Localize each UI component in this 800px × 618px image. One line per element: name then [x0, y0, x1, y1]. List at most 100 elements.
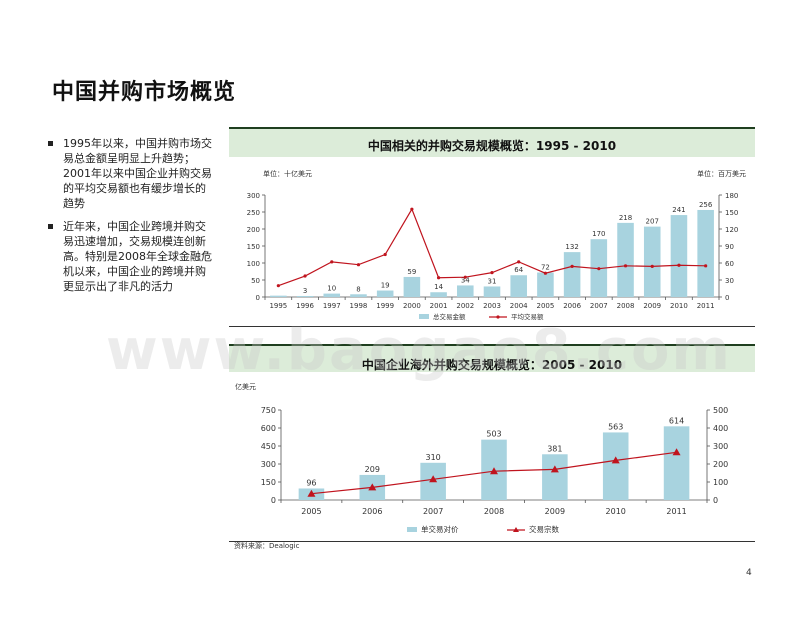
bar-value-label: 503	[486, 430, 501, 439]
x-tick-label: 2007	[423, 507, 443, 516]
line-point	[410, 207, 414, 211]
left-tick-label: 300	[247, 192, 260, 200]
legend-line-label: 交易宗数	[529, 524, 559, 534]
bar	[643, 226, 661, 297]
x-tick-label: 2001	[430, 302, 448, 310]
chart-plot-deal-volume: 0501001502002503000306090120150180199531…	[247, 192, 739, 321]
line-point	[704, 264, 708, 268]
left-tick-label: 100	[247, 260, 260, 268]
x-tick-label: 2006	[362, 507, 382, 516]
x-tick-label: 2005	[536, 302, 554, 310]
right-tick-label: 60	[725, 260, 734, 268]
chart-panel-outbound: 中国企业海外并购交易规模概览：2005 - 2010 亿美元 0 150 300 45…	[229, 342, 755, 542]
chart-title-band: 中国企业海外并购交易规模概览：2005 - 2010	[229, 346, 755, 372]
line-point	[650, 264, 654, 268]
bar	[510, 275, 527, 297]
bar	[602, 432, 629, 500]
x-tick-label: 1995	[269, 302, 287, 310]
bar	[537, 272, 554, 297]
line-point	[550, 465, 559, 473]
right-tick-label: 300	[713, 442, 728, 451]
right-tick-label: 90	[725, 243, 734, 251]
line-point	[672, 448, 681, 456]
legend-bar-swatch	[407, 527, 417, 532]
left-tick-label: 150	[247, 243, 260, 251]
bar-value-label: 34	[461, 276, 470, 284]
right-tick-label: 400	[713, 424, 728, 433]
bar	[350, 294, 367, 297]
bar	[663, 426, 690, 500]
right-tick-label: 0	[713, 496, 718, 505]
panel-top-rule	[229, 127, 755, 129]
line-point	[623, 264, 628, 268]
legend-bar-swatch	[419, 314, 429, 319]
left-axis-unit: 单位：十亿美元	[263, 170, 312, 178]
line-point	[330, 260, 334, 264]
line-point	[368, 483, 377, 491]
bar-value-label: 96	[306, 478, 316, 487]
line-point	[597, 267, 601, 271]
left-tick-label: 300	[261, 460, 276, 469]
right-tick-label: 120	[725, 226, 738, 234]
bar-value-label: 3	[303, 287, 307, 295]
bar-value-label: 59	[407, 268, 416, 276]
line-point	[276, 284, 280, 288]
page-title: 中国并购市场概览	[52, 80, 237, 105]
right-tick-label: 180	[725, 192, 738, 200]
x-tick-label: 2007	[590, 302, 608, 310]
line-point	[517, 260, 521, 264]
bar-value-label: 218	[619, 214, 632, 222]
bar	[270, 295, 287, 297]
line-point	[303, 274, 307, 278]
x-tick-label: 2000	[403, 302, 421, 310]
bar	[670, 215, 688, 297]
right-tick-label: 0	[725, 294, 729, 302]
bar	[542, 454, 568, 500]
x-tick-label: 1996	[296, 302, 314, 310]
x-tick-label: 2006	[563, 302, 581, 310]
left-tick-label: 50	[251, 277, 260, 285]
legend-bar-label: 总交易金额	[433, 312, 466, 321]
x-tick-label: 1999	[376, 302, 394, 310]
bar	[697, 209, 714, 297]
line-point	[490, 271, 494, 275]
chart-title: 中国企业海外并购交易规模概览：2005 - 2010	[361, 358, 623, 372]
bar-value-label: 256	[699, 201, 713, 209]
source-note: 资料来源：Dealogic	[234, 542, 300, 550]
bar-value-label: 10	[327, 285, 336, 293]
bar	[617, 222, 634, 297]
bar-value-label: 563	[608, 422, 623, 431]
bar-value-label: 14	[434, 283, 443, 291]
x-tick-label: 2003	[483, 302, 501, 310]
panel-bottom-rule	[229, 541, 755, 542]
line-point	[463, 275, 467, 279]
left-tick-label: 0	[256, 294, 260, 302]
right-tick-label: 150	[725, 209, 738, 217]
bar-value-label: 8	[356, 285, 360, 293]
x-tick-label: 2011	[697, 302, 715, 310]
x-tick-label: 2008	[484, 507, 504, 516]
x-tick-label: 2002	[456, 302, 474, 310]
bar-value-label: 19	[381, 282, 390, 290]
legend-line-label: 平均交易额	[511, 312, 544, 321]
legend-bar-label: 单交易对价	[421, 524, 459, 534]
bar-value-label: 241	[672, 206, 685, 214]
right-tick-label: 30	[725, 277, 734, 285]
left-tick-label: 0	[271, 496, 276, 505]
page-number: 4	[746, 568, 752, 578]
bullet-item: 近年来，中国企业跨境并购交易迅速增加，交易规模连创新高。特别是2008年全球金融…	[48, 219, 213, 294]
x-tick-label: 1998	[350, 302, 368, 310]
line-point	[570, 264, 574, 268]
panel-top-rule	[229, 344, 755, 346]
bar	[563, 252, 581, 297]
bar-value-label: 72	[541, 264, 550, 272]
legend-line-marker	[496, 315, 500, 319]
bar-value-label: 170	[592, 230, 605, 238]
bar-value-label: 381	[547, 444, 562, 453]
chart-plot-outbound: 0 150 300 450 600 750 0 100 200 300 400 500 96 2005 20…	[261, 406, 729, 534]
x-tick-label: 2008	[617, 302, 635, 310]
bar-value-label: 64	[514, 266, 523, 274]
x-tick-label: 2009	[545, 507, 565, 516]
line-point	[383, 252, 387, 257]
x-tick-label: 2010	[606, 507, 626, 516]
